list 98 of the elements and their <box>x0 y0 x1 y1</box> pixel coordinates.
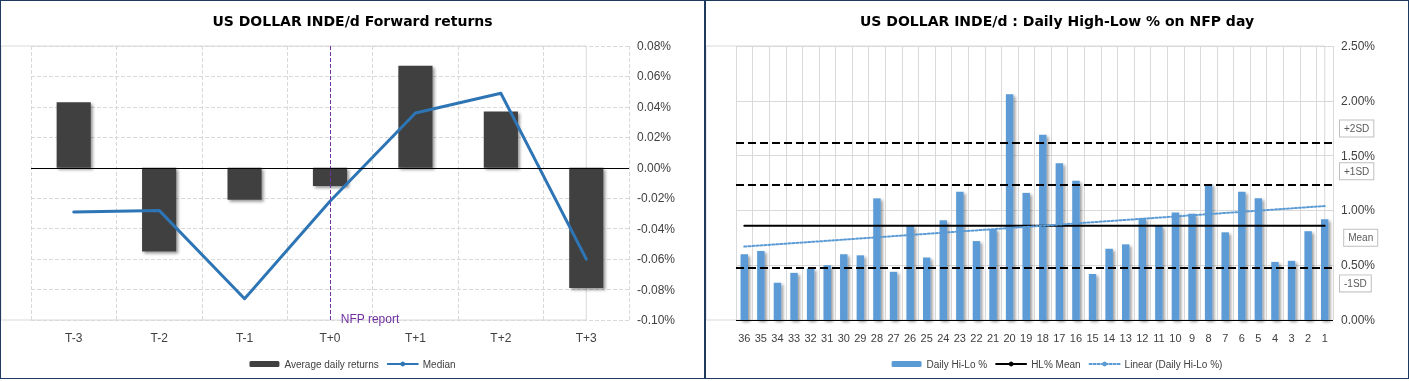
x-tick-label: 8 <box>1205 331 1212 344</box>
y-tick-label: 0.50% <box>1341 258 1376 273</box>
bar <box>972 241 981 320</box>
x-tick-label: 1 <box>1321 331 1328 344</box>
bar <box>1304 231 1312 320</box>
bar <box>823 265 831 320</box>
x-tick-label: 27 <box>887 331 900 344</box>
x-tick-label: 14 <box>1103 331 1116 344</box>
chart-title: US DOLLAR INDE/d : Daily High-Low % on NFP day <box>859 13 1255 29</box>
legend-label: Linear (Daily Hi-Lo %) <box>1124 358 1223 370</box>
x-tick-label: 16 <box>1069 331 1083 344</box>
ref-line-label: NFP report <box>340 312 400 326</box>
ref-line-label: +1SD <box>1344 165 1370 177</box>
bar <box>142 167 177 252</box>
x-tick-label: T-2 <box>150 331 169 345</box>
y-tick-label: 0.00% <box>637 160 672 175</box>
bar <box>790 272 798 320</box>
x-tick-label: 26 <box>904 331 917 344</box>
bar <box>569 167 604 289</box>
x-tick-label: 7 <box>1222 331 1229 344</box>
y-tick-label: -0.10% <box>637 313 676 327</box>
x-tick-label: T+3 <box>575 331 598 345</box>
x-tick-label: 12 <box>1136 331 1149 344</box>
bar <box>483 111 518 168</box>
y-tick-label: 1.50% <box>1341 148 1376 163</box>
bar <box>740 254 749 320</box>
annotation: Mean <box>1348 232 1374 244</box>
legend-label: HL% Mean <box>1031 358 1081 370</box>
y-tick-label: 0.06% <box>637 69 672 84</box>
y-tick-label: 0.08% <box>637 39 672 53</box>
x-tick-label: 36 <box>738 331 751 344</box>
x-tick-label: 13 <box>1119 331 1132 344</box>
chart-title: US DOLLAR INDE/d Forward returns <box>212 13 493 29</box>
bar <box>1121 244 1130 320</box>
x-tick-label: 35 <box>754 331 767 344</box>
y-tick-label: 1.00% <box>1341 203 1376 218</box>
bar <box>757 250 765 320</box>
x-tick-label: 9 <box>1188 331 1196 344</box>
ref-line-label: -1SD <box>1344 277 1367 289</box>
y-tick-label: -0.04% <box>637 221 676 236</box>
x-tick-label: 20 <box>1003 331 1016 344</box>
bar <box>1271 261 1279 320</box>
x-tick-label: 33 <box>787 331 801 344</box>
bar <box>856 255 865 320</box>
x-tick-label: 10 <box>1169 331 1182 344</box>
x-tick-label: 17 <box>1053 331 1066 344</box>
x-tick-label: 34 <box>771 331 784 344</box>
bar <box>1155 225 1163 320</box>
x-tick-label: 24 <box>937 331 950 344</box>
x-tick-label: 23 <box>953 331 966 344</box>
bar <box>1088 273 1097 320</box>
y-tick-label: 0.04% <box>637 99 672 114</box>
x-tick-label: 31 <box>821 331 834 344</box>
x-tick-label: 5 <box>1255 331 1262 344</box>
x-tick-label: 2 <box>1305 331 1312 344</box>
line-series <box>72 91 588 301</box>
ref-line-label: +2SD <box>1344 122 1370 134</box>
bar <box>227 167 262 200</box>
x-tick-label: T-1 <box>235 331 254 345</box>
y-tick-label: -0.02% <box>637 191 676 206</box>
y-tick-label: 0.00% <box>1341 313 1376 327</box>
x-tick-label: 6 <box>1238 331 1245 344</box>
bar <box>398 65 433 168</box>
y-tick-label: -0.08% <box>637 282 676 297</box>
x-tick-label: T+1 <box>404 331 427 345</box>
x-tick-label: 18 <box>1036 331 1049 344</box>
bar <box>1287 260 1296 320</box>
x-tick-label: 3 <box>1288 331 1295 344</box>
x-tick-label: T+0 <box>319 331 341 345</box>
bar <box>806 268 815 320</box>
x-tick-label: 19 <box>1020 331 1033 344</box>
bar <box>1221 232 1229 320</box>
bar <box>922 257 931 320</box>
legend-label: Daily Hi-Lo % <box>926 358 988 370</box>
y-tick-label: 2.00% <box>1341 93 1376 108</box>
x-tick-label: 28 <box>870 331 884 344</box>
bar <box>1105 248 1113 320</box>
legend-label: Median <box>422 358 456 370</box>
bar <box>56 102 91 168</box>
x-tick-label: 32 <box>804 331 817 344</box>
x-tick-label: 4 <box>1271 331 1279 344</box>
x-tick-label: 11 <box>1153 331 1165 344</box>
x-tick-label: 25 <box>920 331 933 344</box>
x-tick-label: 21 <box>986 331 1000 344</box>
y-tick-label: 0.02% <box>637 130 672 145</box>
bar <box>773 282 782 320</box>
x-tick-label: 15 <box>1086 331 1099 344</box>
x-tick-label: 30 <box>837 331 850 344</box>
x-tick-label: 29 <box>854 331 867 344</box>
bar <box>1320 219 1329 320</box>
bar <box>840 254 848 320</box>
x-tick-label: T-3 <box>65 331 83 345</box>
x-tick-label: T+2 <box>490 331 512 345</box>
legend-label: Average daily returns <box>284 358 379 370</box>
y-tick-label: -0.06% <box>637 252 676 267</box>
x-tick-label: 22 <box>970 331 983 344</box>
y-tick-label: 2.50% <box>1341 39 1376 53</box>
bar <box>889 271 898 320</box>
